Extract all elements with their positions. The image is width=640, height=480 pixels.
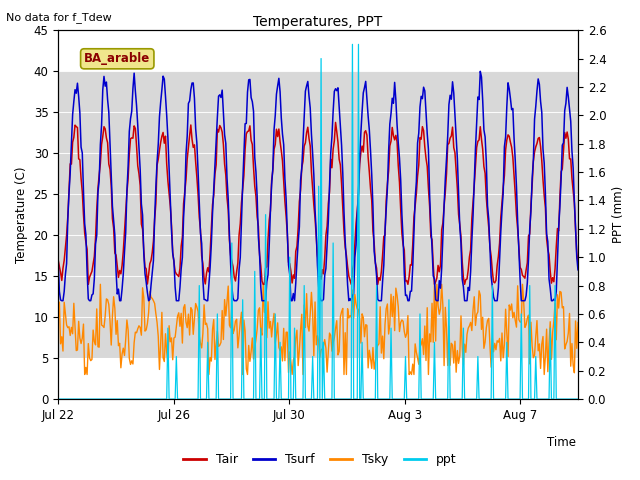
Text: No data for f_Tdew: No data for f_Tdew xyxy=(6,12,112,23)
Y-axis label: PPT (mm): PPT (mm) xyxy=(612,186,625,243)
Bar xyxy=(58,71,578,358)
Text: Time: Time xyxy=(547,436,576,449)
Legend: Tair, Tsurf, Tsky, ppt: Tair, Tsurf, Tsky, ppt xyxy=(179,448,461,471)
Title: Temperatures, PPT: Temperatures, PPT xyxy=(253,15,383,29)
Y-axis label: Temperature (C): Temperature (C) xyxy=(15,167,28,263)
Text: BA_arable: BA_arable xyxy=(84,52,150,65)
